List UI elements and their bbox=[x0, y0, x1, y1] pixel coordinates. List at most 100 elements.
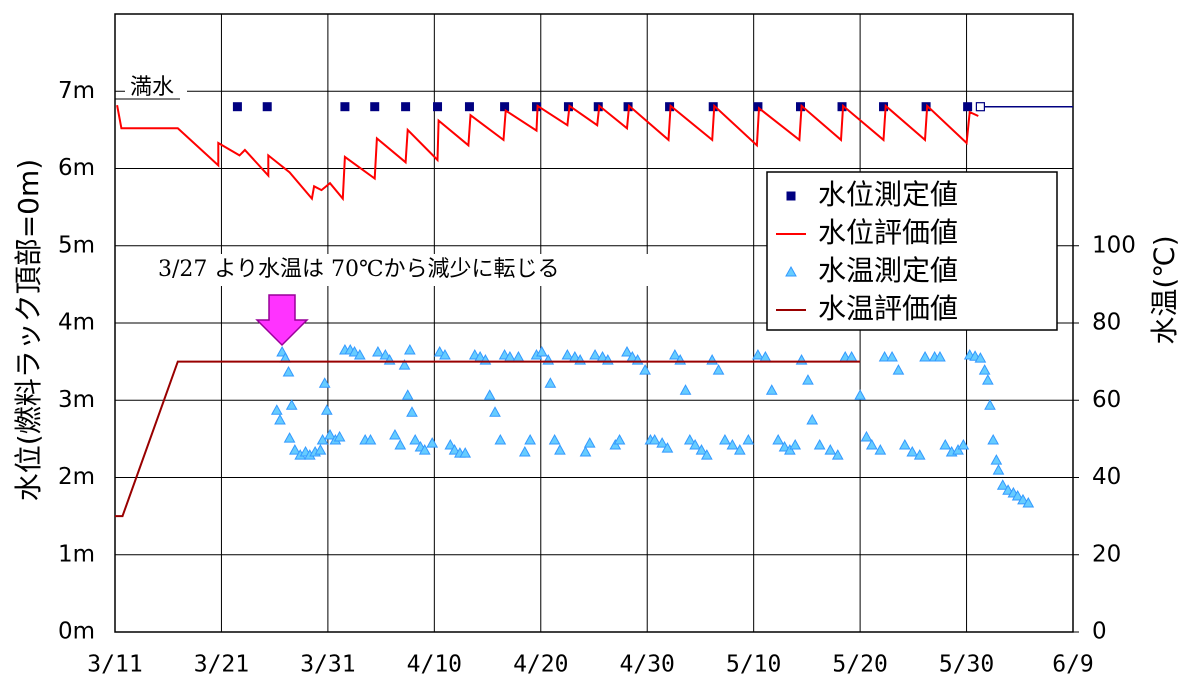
data-point bbox=[874, 444, 887, 455]
y2-tick-label: 0 bbox=[1092, 619, 1107, 645]
data-point bbox=[340, 102, 350, 112]
data-point bbox=[401, 102, 411, 112]
data-point bbox=[679, 384, 692, 395]
data-point bbox=[996, 479, 1009, 490]
data-point bbox=[609, 439, 622, 450]
y2-tick-label: 20 bbox=[1092, 541, 1121, 567]
data-point bbox=[426, 437, 439, 448]
data-point bbox=[448, 444, 461, 455]
data-point bbox=[784, 444, 796, 455]
data-point bbox=[1017, 493, 1029, 505]
data-point bbox=[981, 374, 994, 385]
x-tick-label: 4/10 bbox=[407, 652, 462, 678]
data-point bbox=[404, 344, 416, 355]
data-point bbox=[433, 345, 446, 357]
y2-tick-label: 60 bbox=[1092, 387, 1121, 413]
data-point bbox=[878, 350, 891, 362]
data-point bbox=[561, 349, 574, 360]
y-tick-label: 4m bbox=[58, 310, 95, 336]
data-point bbox=[532, 102, 542, 112]
data-point bbox=[752, 349, 764, 360]
data-point bbox=[921, 102, 931, 112]
data-point bbox=[579, 445, 592, 457]
data-point bbox=[656, 437, 668, 448]
data-point bbox=[554, 444, 566, 455]
data-point bbox=[648, 434, 661, 445]
data-point bbox=[726, 439, 739, 450]
x-tick-label: 3/21 bbox=[194, 652, 249, 678]
y-tick-label: 1m bbox=[58, 541, 95, 567]
data-point bbox=[316, 434, 329, 445]
data-point bbox=[283, 432, 296, 443]
data-point bbox=[262, 102, 272, 112]
legend-box bbox=[766, 171, 1058, 331]
data-point bbox=[500, 102, 510, 112]
data-point bbox=[712, 364, 725, 375]
data-point bbox=[548, 434, 561, 445]
data-point bbox=[837, 102, 847, 112]
y-tick-label: 0m bbox=[58, 619, 95, 645]
annotation-arrow bbox=[255, 294, 309, 347]
data-point bbox=[813, 439, 826, 450]
data-point bbox=[831, 449, 844, 460]
data-point bbox=[379, 349, 392, 360]
data-point bbox=[364, 434, 377, 445]
data-point bbox=[639, 364, 651, 375]
data-point bbox=[802, 374, 814, 385]
data-point bbox=[589, 349, 601, 360]
data-point bbox=[661, 442, 674, 453]
data-point bbox=[518, 445, 531, 457]
data-point bbox=[886, 350, 898, 362]
data-point bbox=[524, 434, 536, 445]
data-point bbox=[700, 449, 713, 460]
data-point bbox=[394, 439, 407, 450]
data-point bbox=[406, 406, 418, 417]
x-tick-label: 6/9 bbox=[1052, 652, 1094, 678]
data-point bbox=[318, 377, 331, 388]
x-tick-label: 3/31 bbox=[300, 652, 355, 678]
data-point bbox=[333, 430, 346, 442]
data-point bbox=[990, 454, 1003, 465]
data-point bbox=[274, 413, 286, 425]
legend-marker bbox=[786, 191, 796, 201]
x-tick-label: 3/11 bbox=[87, 652, 142, 678]
data-point bbox=[439, 349, 451, 360]
x-tick-label: 4/20 bbox=[513, 652, 568, 678]
data-point bbox=[433, 102, 443, 112]
data-point bbox=[270, 404, 283, 415]
legend-label: 水位評価値 bbox=[818, 216, 958, 249]
data-point bbox=[879, 102, 889, 112]
data-point bbox=[285, 399, 298, 410]
data-point bbox=[919, 350, 931, 362]
data-point bbox=[494, 434, 507, 445]
data-point bbox=[957, 439, 970, 450]
x-tick-label: 4/30 bbox=[620, 652, 675, 678]
y-tick-label: 7m bbox=[58, 78, 95, 104]
data-point bbox=[418, 444, 431, 455]
legend-marker bbox=[785, 265, 797, 277]
y-tick-label: 5m bbox=[58, 232, 95, 258]
data-point bbox=[398, 359, 411, 370]
data-point bbox=[963, 102, 973, 112]
data-point bbox=[939, 439, 952, 450]
data-point bbox=[401, 389, 414, 400]
data-point bbox=[483, 389, 496, 400]
data-point bbox=[795, 354, 808, 365]
y2-tick-label: 40 bbox=[1092, 464, 1121, 490]
data-point bbox=[459, 447, 472, 458]
data-point bbox=[1002, 484, 1014, 495]
legend-label: 水温評価値 bbox=[818, 292, 958, 325]
data-point bbox=[733, 444, 746, 455]
data-point bbox=[706, 354, 719, 365]
full-water-bg bbox=[125, 78, 187, 100]
y-tick-label: 2m bbox=[58, 464, 95, 490]
data-point bbox=[535, 345, 548, 357]
y-axis-title: 水位(燃料ラック頂部=0m) bbox=[12, 159, 45, 501]
data-point bbox=[409, 434, 422, 445]
annotation-bg bbox=[150, 254, 650, 286]
data-point bbox=[1022, 496, 1035, 508]
data-point bbox=[689, 439, 701, 450]
data-point bbox=[860, 430, 873, 442]
